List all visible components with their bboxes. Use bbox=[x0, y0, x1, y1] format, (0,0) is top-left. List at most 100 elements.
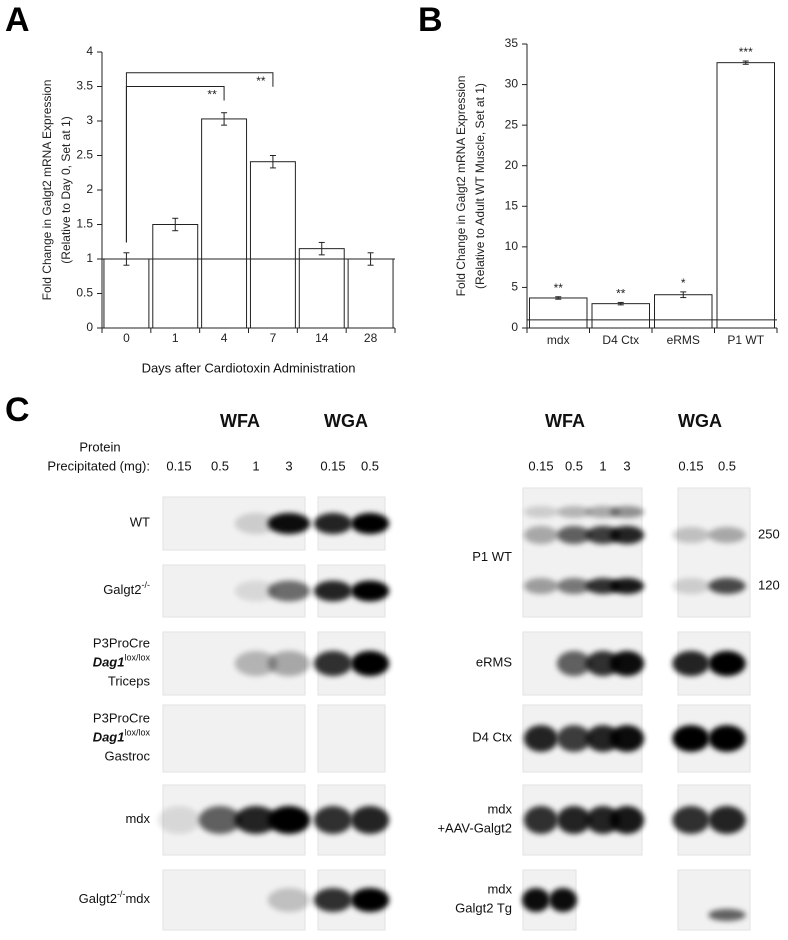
y-tick-label: 4 bbox=[86, 44, 93, 58]
row-label-part: Dag1 bbox=[93, 655, 125, 670]
blot-band bbox=[609, 578, 645, 594]
row-label-part: lox/lox bbox=[124, 653, 150, 663]
x-tick-label: 4 bbox=[221, 331, 228, 345]
blot-band bbox=[609, 506, 645, 518]
blot-band bbox=[672, 806, 710, 834]
blot-band bbox=[609, 806, 645, 834]
significance-label: *** bbox=[739, 45, 753, 59]
y-tick-label: 0 bbox=[86, 320, 93, 334]
row-label-part: -/- bbox=[142, 580, 151, 590]
blot-band bbox=[585, 806, 621, 834]
row-label: eRMS bbox=[476, 655, 512, 670]
y-axis-label: (Relative to Adult WT Muscle, Set at 1) bbox=[473, 83, 487, 289]
blot-band bbox=[313, 650, 353, 677]
x-tick-label: eRMS bbox=[667, 333, 700, 347]
amount: 1 bbox=[252, 458, 259, 473]
blot-band bbox=[234, 580, 278, 602]
blot-band bbox=[609, 526, 645, 544]
blot-band bbox=[708, 806, 746, 834]
blot-band bbox=[556, 526, 592, 544]
x-tick-label: P1 WT bbox=[727, 333, 764, 347]
column-header: WGA bbox=[678, 411, 722, 431]
amount-label: Protein bbox=[79, 439, 120, 454]
y-tick-label: 10 bbox=[505, 239, 519, 253]
blot-band bbox=[708, 725, 746, 752]
y-tick-label: 3 bbox=[86, 113, 93, 127]
row-label-part: Galgt2 bbox=[79, 891, 117, 906]
blot-band bbox=[672, 725, 710, 752]
amount: 0.5 bbox=[361, 458, 379, 473]
x-tick-label: 7 bbox=[270, 331, 277, 345]
column-header: WFA bbox=[220, 411, 260, 431]
amount-label: Precipitated (mg): bbox=[47, 458, 150, 473]
bar bbox=[103, 258, 150, 329]
amount: 3 bbox=[623, 458, 630, 473]
row-label: P1 WT bbox=[472, 549, 512, 564]
row-label-part: Dag1 bbox=[93, 730, 125, 745]
row-label-part: +AAV-Galgt2 bbox=[437, 821, 512, 836]
error-bar bbox=[269, 155, 276, 169]
error-bar bbox=[172, 217, 179, 232]
row-label: mdx bbox=[487, 802, 512, 817]
significance-label: * bbox=[681, 276, 686, 290]
amount: 0.15 bbox=[678, 458, 703, 473]
row-label: Galgt2 Tg bbox=[455, 901, 512, 916]
amount: 0.15 bbox=[320, 458, 345, 473]
row-label: Dag1lox/lox bbox=[93, 728, 151, 745]
significance-label: ** bbox=[616, 287, 626, 301]
blot-band bbox=[350, 650, 390, 677]
blot-band bbox=[313, 806, 353, 834]
panel-label: C bbox=[5, 391, 30, 429]
blot-band bbox=[585, 506, 621, 518]
bar bbox=[654, 294, 713, 329]
blot-band bbox=[350, 806, 390, 834]
blot-band bbox=[556, 578, 592, 594]
row-label: Galgt2-/-mdx bbox=[79, 889, 151, 906]
row-label-part: mdx bbox=[487, 802, 512, 817]
bracket-label: ** bbox=[207, 88, 217, 102]
y-axis-label: Fold Change in Galgt2 mRNA Expression bbox=[40, 80, 54, 301]
row-label-part: -/- bbox=[117, 889, 126, 899]
row-label: D4 Ctx bbox=[472, 730, 512, 745]
blot-band bbox=[609, 650, 645, 677]
column-header: WFA bbox=[545, 411, 585, 431]
significance-label: ** bbox=[554, 281, 564, 295]
amount: 0.5 bbox=[211, 458, 229, 473]
blot-band bbox=[267, 580, 311, 602]
blot-band bbox=[267, 650, 311, 677]
y-tick-label: 30 bbox=[505, 77, 519, 91]
blot bbox=[162, 704, 306, 773]
bar bbox=[201, 118, 248, 329]
blot-band bbox=[708, 527, 746, 543]
x-tick-label: 14 bbox=[315, 331, 329, 345]
marker-label: 250 bbox=[758, 526, 780, 541]
bar bbox=[152, 224, 199, 329]
row-label-part: Galgt2 bbox=[103, 582, 141, 597]
blot-band bbox=[523, 806, 559, 834]
amount: 0.15 bbox=[528, 458, 553, 473]
blot-band bbox=[350, 580, 390, 602]
blot bbox=[317, 704, 386, 773]
x-tick-label: 28 bbox=[364, 331, 378, 345]
blot-band bbox=[267, 512, 311, 535]
blot-band bbox=[672, 650, 710, 677]
blot-band bbox=[234, 806, 278, 834]
y-tick-label: 1 bbox=[86, 251, 93, 265]
y-tick-label: 5 bbox=[511, 280, 518, 294]
y-tick-label: 0 bbox=[511, 320, 518, 334]
error-bar bbox=[318, 241, 325, 256]
blot-band bbox=[234, 650, 278, 677]
blot-band bbox=[672, 578, 710, 594]
row-label: Dag1lox/lox bbox=[93, 653, 151, 670]
blot-band bbox=[523, 725, 559, 752]
blot-band bbox=[350, 888, 390, 912]
blot-band bbox=[521, 888, 551, 912]
blot-band bbox=[556, 806, 592, 834]
blot-band bbox=[523, 578, 559, 594]
blot-band bbox=[556, 506, 592, 518]
amount: 1 bbox=[599, 458, 606, 473]
blot-band bbox=[234, 512, 278, 535]
column-header: WGA bbox=[324, 411, 368, 431]
row-label: P3ProCre bbox=[93, 711, 150, 726]
